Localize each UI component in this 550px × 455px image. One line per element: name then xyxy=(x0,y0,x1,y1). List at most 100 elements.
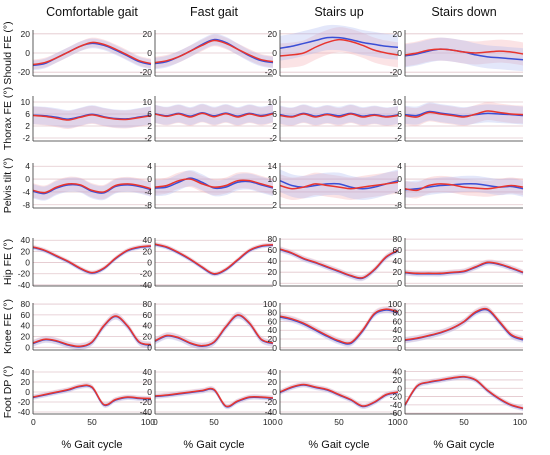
mean-line-red xyxy=(279,113,399,118)
mean-line-red xyxy=(404,48,524,56)
column-title: Stairs down xyxy=(431,5,496,19)
mean-line-red xyxy=(154,243,274,275)
mean-line-red xyxy=(279,248,399,279)
y-tick-label: -20 xyxy=(390,67,403,77)
y-tick-label: 0 xyxy=(25,258,30,268)
x-tick-label: 50 xyxy=(459,417,469,427)
y-tick-label: 6 xyxy=(397,109,402,119)
mean-line-red xyxy=(404,375,524,409)
sd-band-red xyxy=(280,171,398,201)
panel: 10 6 2 -2 xyxy=(268,96,399,143)
y-tick-label: -4 xyxy=(22,187,30,197)
y-tick-label: -40 xyxy=(265,407,278,417)
x-tick-label: 100 xyxy=(388,417,402,427)
x-tick-label: 50 xyxy=(334,417,344,427)
y-tick-label: -2 xyxy=(22,133,30,143)
y-tick-label: 80 xyxy=(268,234,278,244)
x-tick-label: 100 xyxy=(263,417,277,427)
y-tick-label: 10 xyxy=(268,174,278,184)
row-label: Hip FE (°) xyxy=(2,239,14,285)
y-tick-label: -8 xyxy=(144,200,152,210)
y-tick-label: 10 xyxy=(21,97,31,107)
y-tick-label: 80 xyxy=(21,299,31,309)
sd-band-blue xyxy=(405,259,523,277)
y-tick-label: 80 xyxy=(268,308,278,318)
y-tick-label: 20 xyxy=(143,246,153,256)
sd-band-red xyxy=(280,246,398,281)
y-tick-label: 0 xyxy=(25,342,30,352)
y-tick-label: -20 xyxy=(18,397,31,407)
sd-band-red xyxy=(33,382,151,408)
x-tick-label: 0 xyxy=(403,417,408,427)
mean-line-red xyxy=(32,114,152,121)
y-tick-label: 4 xyxy=(25,161,30,171)
y-tick-label: 0 xyxy=(272,278,277,288)
row-label: Should FE (°) xyxy=(2,21,14,84)
y-tick-label: 40 xyxy=(393,367,403,377)
panel: 10 6 2 -2 xyxy=(21,96,152,143)
x-tick-label: 0 xyxy=(31,417,36,427)
mean-line-blue xyxy=(404,110,524,117)
y-tick-label: 0 xyxy=(147,387,152,397)
y-tick-label: 80 xyxy=(393,234,403,244)
y-tick-label: 6 xyxy=(272,187,277,197)
sd-band-blue xyxy=(33,105,151,129)
y-tick-label: 20 xyxy=(21,377,31,387)
y-tick-label: 20 xyxy=(393,267,403,277)
mean-line-blue xyxy=(279,36,399,49)
sd-band-blue xyxy=(405,37,523,72)
y-tick-label: 100 xyxy=(263,299,277,309)
x-tick-label: 50 xyxy=(209,417,219,427)
row-label: Foot DP (°) xyxy=(2,366,14,418)
x-tick-label: 50 xyxy=(87,417,97,427)
y-tick-label: 6 xyxy=(147,109,152,119)
y-tick-label: -20 xyxy=(140,397,153,407)
y-tick-label: 14 xyxy=(268,161,278,171)
y-tick-label: 2 xyxy=(397,121,402,131)
sd-band-blue xyxy=(280,104,398,126)
mean-line-blue xyxy=(154,177,274,190)
mean-line-red xyxy=(32,41,152,66)
sd-band-red xyxy=(280,27,398,69)
row-label: Thorax FE (°) xyxy=(2,87,14,150)
mean-line-red xyxy=(404,307,524,341)
y-tick-label: 2 xyxy=(272,200,277,210)
y-tick-label: 10 xyxy=(143,97,153,107)
sd-band-blue xyxy=(405,374,523,412)
mean-line-red xyxy=(154,178,274,188)
y-tick-label: -20 xyxy=(265,397,278,407)
x-tick-label: 100 xyxy=(513,417,527,427)
y-tick-label: 0 xyxy=(25,48,30,58)
sd-band-red xyxy=(405,101,523,127)
y-tick-label: 20 xyxy=(143,29,153,39)
y-tick-label: 20 xyxy=(21,246,31,256)
sd-band-blue xyxy=(33,383,151,408)
mean-line-red xyxy=(32,245,152,274)
y-tick-label: 0 xyxy=(272,48,277,58)
panel: 20 0 -20 xyxy=(18,29,152,77)
y-tick-label: -4 xyxy=(394,187,402,197)
mean-line-red xyxy=(32,182,152,194)
y-tick-label: 4 xyxy=(397,161,402,171)
y-tick-label: 0 xyxy=(272,387,277,397)
x-axis-label: % Gait cycle xyxy=(433,439,494,451)
mean-line-red xyxy=(154,387,274,408)
y-tick-label: 40 xyxy=(143,367,153,377)
y-tick-label: -8 xyxy=(22,200,30,210)
panel: 20 0 -20 xyxy=(390,29,524,77)
y-tick-label: -40 xyxy=(140,407,153,417)
y-tick-label: -40 xyxy=(140,280,153,290)
sd-band-blue xyxy=(280,169,398,200)
sd-band-red xyxy=(405,374,523,411)
row-label: Pelvis tilt (°) xyxy=(2,158,14,214)
column-title: Comfortable gait xyxy=(46,5,138,19)
y-tick-label: -20 xyxy=(18,269,31,279)
column-title: Fast gait xyxy=(190,5,238,19)
